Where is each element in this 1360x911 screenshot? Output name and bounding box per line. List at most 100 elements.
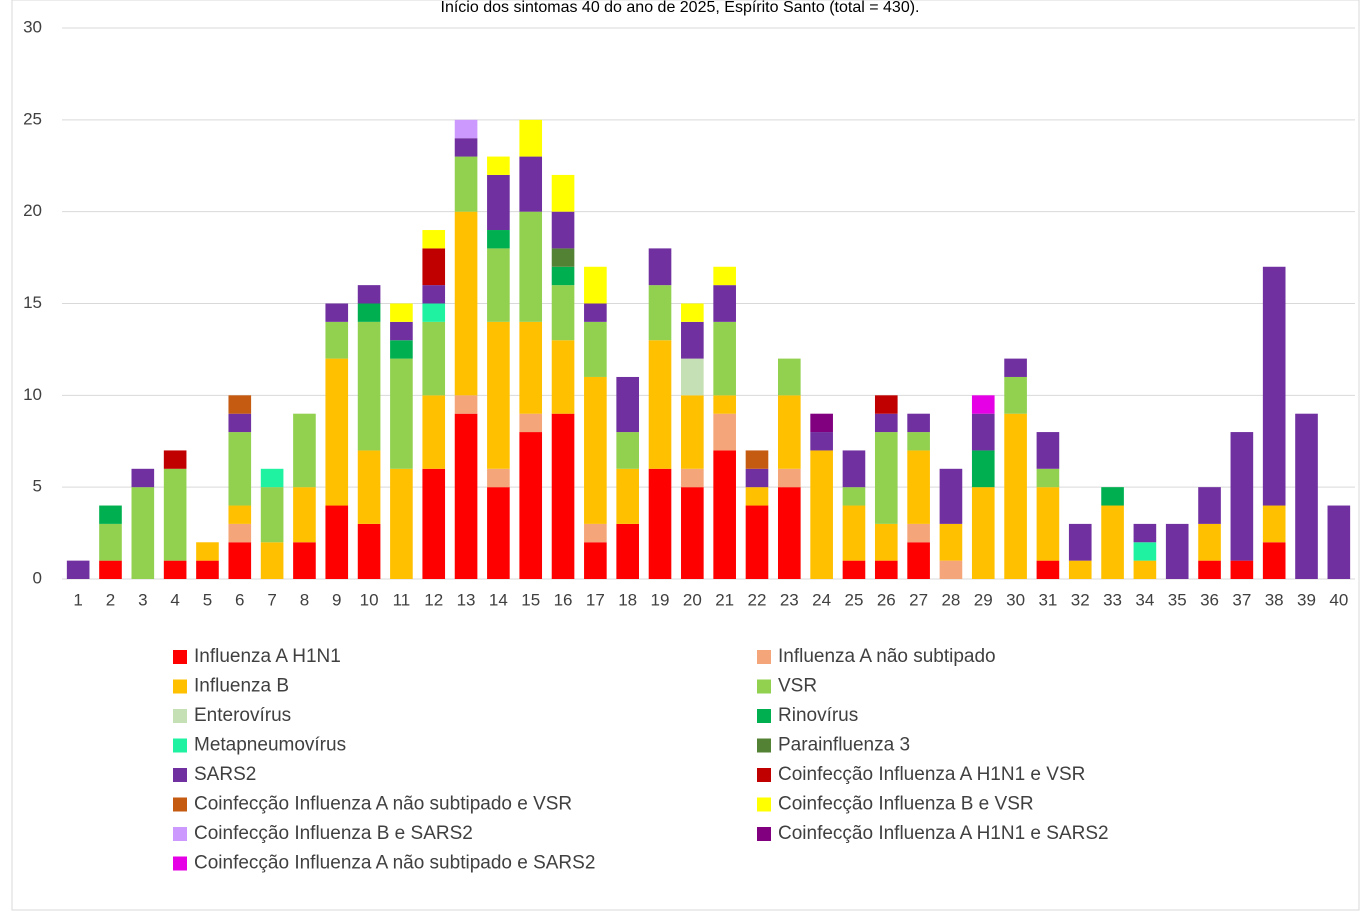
x-tick-label: 7 — [267, 590, 276, 609]
bar-segment — [228, 542, 252, 579]
bar-segment — [842, 487, 866, 506]
bar-segment — [390, 468, 413, 579]
bar-segment — [1101, 487, 1124, 506]
bar-segment — [745, 450, 769, 469]
bar-segment — [939, 468, 963, 524]
legend-label: Coinfecção Influenza A H1N1 e VSR — [778, 764, 1085, 785]
bar-segment — [681, 358, 704, 396]
y-tick-label: 30 — [23, 17, 42, 36]
legend-label: SARS2 — [194, 764, 256, 785]
x-tick-label: 14 — [489, 590, 508, 609]
bar-segment — [874, 413, 898, 433]
bar-segment — [713, 413, 736, 451]
bar-segment — [390, 340, 413, 359]
bar-segment — [1101, 505, 1124, 579]
x-tick-label: 11 — [393, 590, 411, 609]
bar-segment — [422, 321, 446, 396]
bar-segment — [1133, 542, 1157, 561]
bar-segment — [487, 487, 510, 579]
x-tick-label: 31 — [1038, 590, 1057, 609]
bar-segment — [1036, 487, 1060, 561]
bar-segment — [454, 156, 478, 212]
bar-segment — [99, 505, 122, 524]
chart-frame — [11, 0, 1360, 911]
bar-segment — [260, 542, 284, 579]
bar-segment — [422, 230, 446, 249]
bar-segment — [487, 468, 510, 488]
x-tick-label: 32 — [1071, 590, 1090, 609]
bar-segment — [584, 523, 607, 543]
x-tick-label: 4 — [170, 590, 179, 609]
bar-segment — [1262, 266, 1286, 506]
bar-segment — [454, 413, 478, 579]
bar-segment — [971, 395, 995, 414]
bar-segment — [713, 321, 736, 396]
legend-swatch — [757, 679, 771, 694]
x-tick-label: 18 — [618, 590, 637, 609]
legend-swatch — [757, 709, 771, 723]
bar-segment — [1004, 413, 1027, 579]
x-tick-label: 38 — [1265, 590, 1284, 609]
bar-segment — [1133, 523, 1157, 543]
bar-segment — [777, 487, 801, 579]
y-tick-label: 15 — [23, 293, 42, 312]
legend-label: Influenza A não subtipado — [778, 646, 996, 667]
legend-swatch — [173, 768, 187, 782]
bar-segment — [616, 376, 640, 433]
legend-swatch — [757, 650, 771, 664]
y-tick-label: 25 — [23, 109, 42, 128]
legend-swatch — [173, 856, 187, 871]
bar-segment — [907, 523, 930, 543]
bar-segment — [551, 211, 575, 249]
bar-segment — [454, 119, 478, 139]
bar-segment — [163, 450, 187, 469]
x-tick-label: 10 — [360, 590, 379, 609]
bar-segment — [422, 468, 446, 579]
legend-swatch — [173, 650, 187, 664]
legend-label: Enterovírus — [194, 705, 291, 726]
bar-segment — [1230, 560, 1254, 579]
x-tick-label: 19 — [651, 590, 670, 609]
bar-segment — [131, 487, 155, 579]
bar-segment — [422, 248, 446, 286]
legend-label: Parainfluenza 3 — [778, 735, 910, 756]
x-tick-label: 30 — [1006, 590, 1025, 609]
bar-segment — [648, 248, 672, 286]
bar-segment — [1068, 523, 1092, 561]
bar-segment — [228, 505, 252, 524]
bar-segment — [1230, 432, 1254, 561]
bar-segment — [357, 523, 381, 579]
legend-label: Influenza A H1N1 — [194, 646, 341, 667]
bar-segment — [228, 523, 252, 543]
bar-segment — [874, 432, 898, 524]
bar-segment — [616, 468, 640, 524]
bar-segment — [745, 487, 769, 506]
bar-segment — [1004, 358, 1027, 377]
bar-segment — [163, 560, 187, 579]
x-tick-label: 15 — [521, 590, 540, 609]
bar-segment — [810, 450, 833, 579]
bar-segment — [551, 285, 575, 341]
bar-segment — [745, 468, 769, 488]
bar-segment — [874, 523, 898, 561]
x-tick-label: 27 — [909, 590, 928, 609]
bar-segment — [1198, 560, 1221, 579]
bar-segment — [422, 395, 446, 469]
legend-swatch — [757, 738, 771, 753]
bar-segment — [616, 432, 640, 469]
bar-segment — [131, 468, 155, 488]
bar-segment — [99, 560, 122, 579]
bar-segment — [325, 358, 349, 506]
bar-segment — [293, 413, 316, 488]
bar-segment — [228, 432, 252, 506]
chart-title: Início dos sintomas 40 do ano de 2025, E… — [441, 0, 920, 16]
x-tick-label: 26 — [877, 590, 896, 609]
bar-segment — [907, 542, 930, 579]
bar-segment — [163, 468, 187, 561]
bar-segment — [1133, 560, 1157, 579]
bar-segment — [713, 395, 736, 414]
legend-label: Coinfecção Influenza A não subtipado e V… — [194, 794, 572, 815]
legend-label: Metapneumovírus — [194, 735, 346, 756]
legend-swatch — [757, 827, 771, 841]
